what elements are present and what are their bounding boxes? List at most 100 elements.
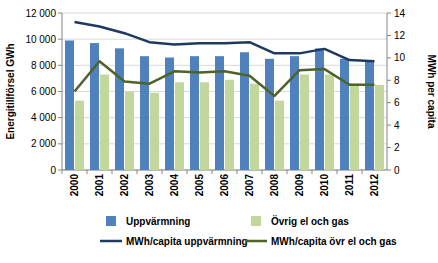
grid-line [62,117,387,118]
grid-line [62,13,387,14]
x-tick-label: 2005 [194,174,205,197]
x-tick-label: 2012 [369,174,380,197]
x-tick [137,170,138,174]
bar [75,101,84,170]
y-tick [58,170,62,171]
bar [115,48,124,170]
y2-tick [387,57,391,58]
x-tick-label: 2002 [119,174,130,197]
bar [265,59,274,170]
x-tick-label: 2011 [344,174,355,196]
y2-tick-label: 10 [394,52,406,63]
bar [315,48,324,170]
y-tick-label: 8 000 [31,60,56,71]
legend-swatch [245,240,267,243]
legend-swatch [251,216,261,226]
y2-tick-label: 8 [394,75,400,86]
bar [65,40,74,170]
bar [175,82,184,170]
bar [150,93,159,170]
x-tick-label: 2003 [144,174,155,197]
x-tick-label: 2010 [319,174,330,197]
y2-tick-label: 12 [394,30,406,41]
x-tick-label: 2008 [269,174,280,197]
y-tick-label: 0 [50,165,56,176]
plot-area [65,22,384,170]
bar [140,56,149,170]
x-tick [87,170,88,174]
x-tick-label: 2004 [169,174,180,197]
chart: 0 2 000 4 000 6 000 8 000 10 000 12 000 0 2 4 6 8 10… [0,0,438,263]
line [75,22,375,61]
y-tick [58,39,62,40]
grid-line [62,143,387,144]
y-tick [58,65,62,66]
bar [300,74,309,170]
y2-tick [387,102,391,103]
bar [350,84,359,170]
y2-tick-label: 0 [394,165,400,176]
y2-tick [387,147,391,148]
y-tick-label: 10 000 [25,34,56,45]
y-tick [58,91,62,92]
legend-label: Övrig el och gas [271,215,349,227]
bar [125,92,134,171]
bar [100,74,109,170]
bar [240,52,249,170]
y-tick-label: 6 000 [31,86,56,97]
y2-tick [387,125,391,126]
y2-tick [387,80,391,81]
legend-swatch [100,240,122,243]
y2-tick [387,35,391,36]
legend-label: MWh/capita uppvärmning [126,236,248,247]
y-tick-label: 12 000 [25,8,56,19]
x-tick [287,170,288,174]
legend-label: MWh/capita övr el och gas [271,236,397,247]
x-tick-label: 2000 [69,174,80,197]
x-tick [337,170,338,174]
x-tick [262,170,263,174]
grid-line [62,65,387,66]
bar [275,101,284,170]
x-tick-label: 2001 [94,174,105,197]
grid-line [62,170,387,171]
y-tick-label: 2 000 [31,138,56,149]
bar [340,59,349,170]
x-tick [237,170,238,174]
y2-tick [387,170,391,171]
bar [375,85,384,170]
bar [200,82,209,170]
grid-line [62,39,387,40]
y2-tick-label: 4 [394,120,400,131]
bar [215,56,224,170]
x-tick-label: 2007 [244,174,255,197]
y-axis-title: Energitillförsel GWh [5,43,16,139]
x-tick [162,170,163,174]
x-tick [212,170,213,174]
y2-tick-label: 2 [394,142,400,153]
y2-tick [387,13,391,14]
background [0,0,438,263]
y-tick [58,117,62,118]
bar [225,80,234,170]
y2-tick-label: 6 [394,97,400,108]
legend: Uppvärmning Övrig el och gas MWh/capita up… [100,215,397,247]
x-tick [112,170,113,174]
x-tick-label: 2009 [294,174,305,197]
y2-axis-title: MWh per capita [426,55,437,129]
legend-swatch [106,216,116,226]
x-axis [62,170,387,171]
x-tick [312,170,313,174]
y-axis [62,13,63,170]
legend-label: Uppvärmning [126,216,190,227]
y-tick-label: 4 000 [31,112,56,123]
bar [250,84,259,170]
x-tick [187,170,188,174]
bar [365,60,374,170]
y2-axis [387,13,388,170]
grid-line [62,91,387,92]
line [75,61,375,96]
x-tick-label: 2006 [219,174,230,197]
x-tick [362,170,363,174]
x-tick [62,170,63,174]
